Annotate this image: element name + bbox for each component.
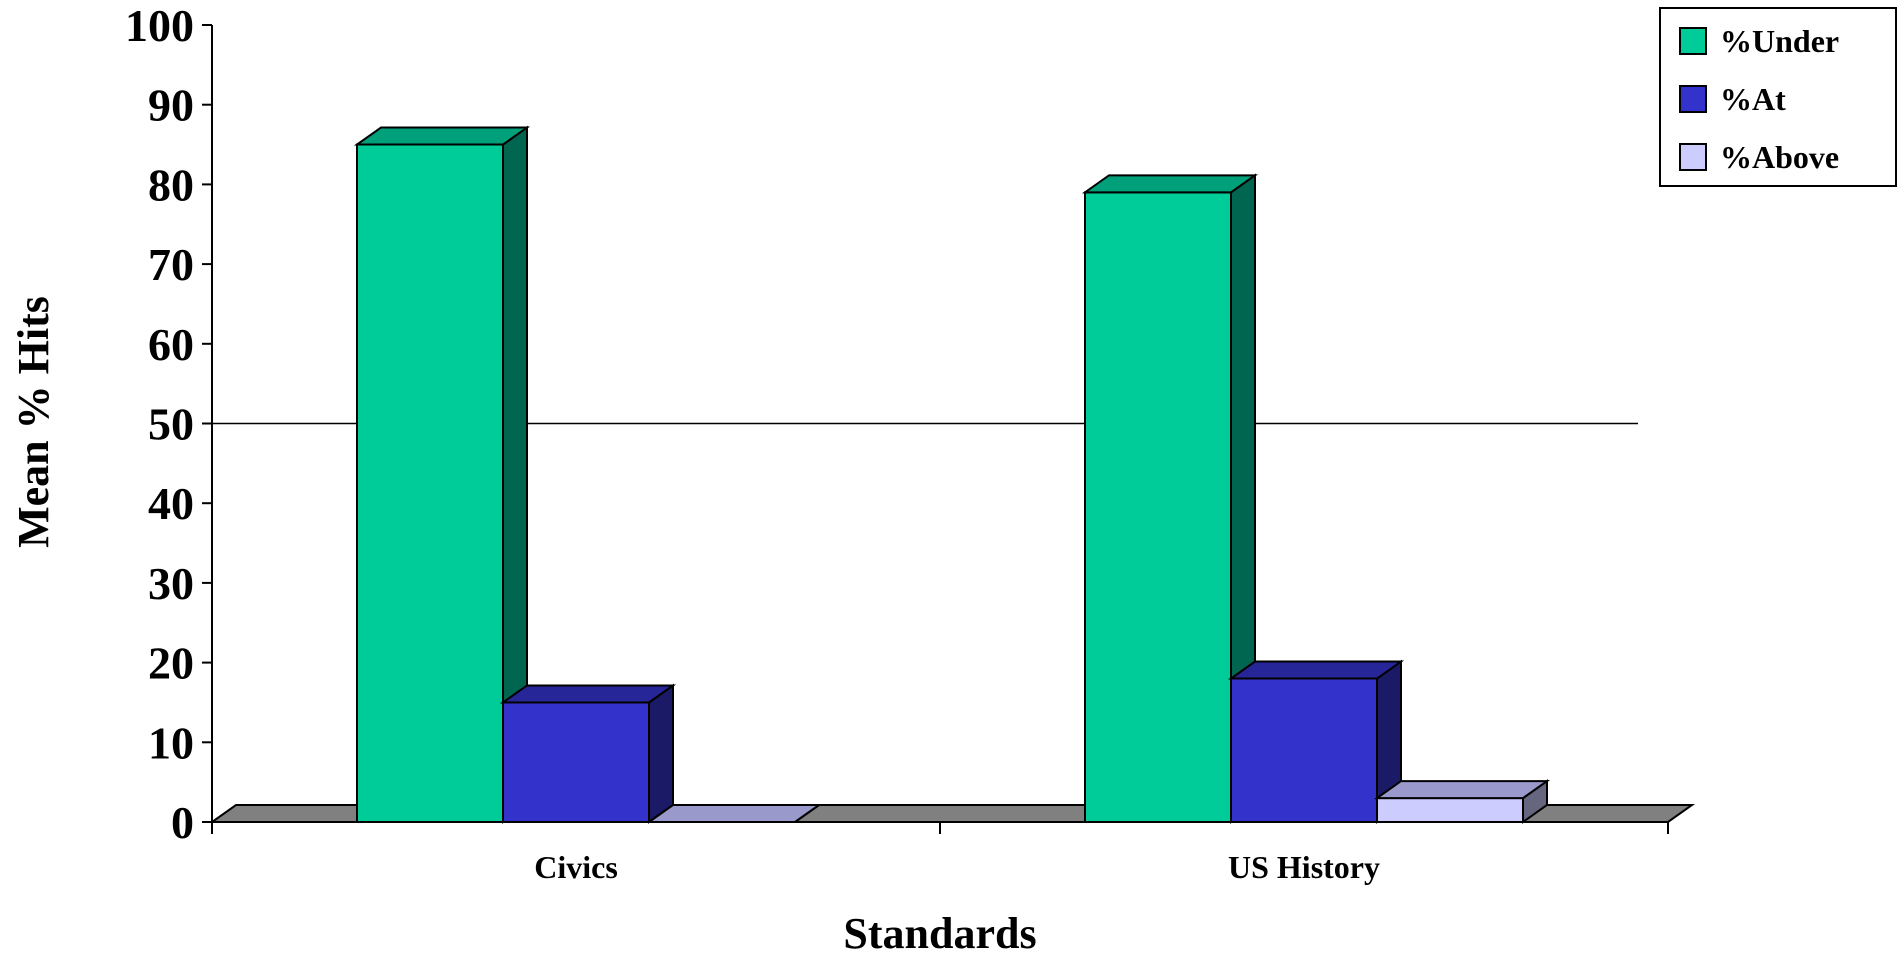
x-tick-label: Civics [534, 849, 618, 885]
y-tick-label: 10 [148, 717, 194, 768]
bar-under-us-history [1081, 173, 1259, 824]
bar-top [1373, 780, 1551, 800]
bar-top [353, 126, 531, 146]
y-tick-label: 20 [148, 638, 194, 689]
bar-front [1376, 797, 1524, 823]
y-tick-label: 40 [148, 478, 194, 529]
x-tick-label: US History [1228, 849, 1380, 885]
bar-top [1227, 660, 1405, 680]
legend-swatch [1679, 143, 1707, 171]
y-axis-ticks: 0 10 20 30 40 50 60 70 80 90 100 [125, 0, 212, 848]
bar-front [356, 143, 504, 823]
bar-above-civics [645, 804, 823, 823]
bar-front [1084, 191, 1232, 823]
y-tick-label: 90 [148, 80, 194, 131]
y-tick-label: 70 [148, 239, 194, 290]
x-axis-title: Standards [843, 909, 1036, 956]
legend-label: %Under [1720, 23, 1839, 59]
legend-swatch [1679, 27, 1707, 55]
bar-front [502, 701, 650, 823]
y-tick-label: 60 [148, 319, 194, 370]
x-axis-ticks: Civics US History [211, 822, 1669, 885]
bar-top [645, 804, 823, 823]
bar-under-civics [353, 125, 531, 824]
bar-front [1230, 677, 1378, 823]
y-tick-label: 0 [171, 797, 194, 848]
y-tick-label: 80 [148, 159, 194, 210]
y-tick-label: 50 [148, 399, 194, 450]
bar-side [648, 683, 674, 824]
bar-at-civics [499, 683, 677, 824]
y-axis-title: Mean % Hits [9, 296, 58, 548]
bar-top [499, 684, 677, 704]
legend-label: %Above [1720, 139, 1839, 175]
bar-above-us-history [1373, 779, 1551, 824]
legend-label: %At [1720, 81, 1786, 117]
y-tick-label: 100 [125, 0, 194, 51]
bar-top [1081, 174, 1259, 194]
y-tick-label: 30 [148, 558, 194, 609]
legend-swatch [1679, 85, 1707, 113]
legend: %Under %At %Above [1659, 7, 1897, 187]
chart-bars [353, 125, 1551, 824]
